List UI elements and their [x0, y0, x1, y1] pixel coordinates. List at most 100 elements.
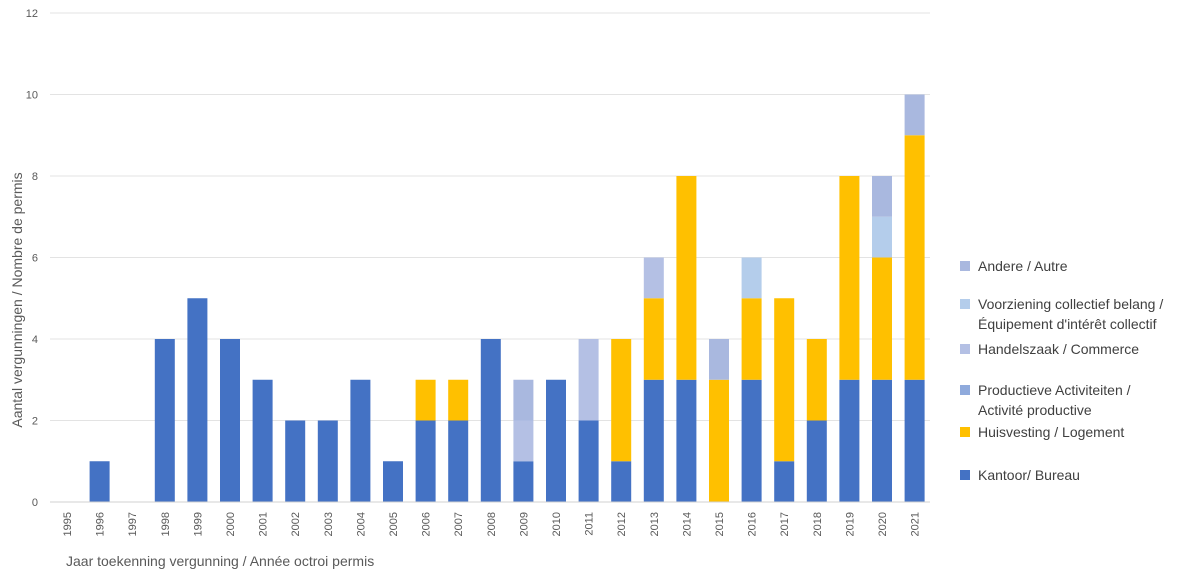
- legend-item-andere: Andere / Autre: [960, 256, 1068, 276]
- legend-label: Huisvesting / Logement: [978, 424, 1125, 440]
- bar-segment: [806, 339, 827, 421]
- bars: [89, 94, 925, 502]
- x-tick-label: 2010: [551, 512, 563, 536]
- bar-segment: [611, 461, 632, 502]
- bar-segment: [872, 216, 892, 258]
- x-tick-label: 2016: [747, 512, 759, 536]
- bar-segment: [415, 379, 436, 421]
- legend-item-productieve: Productieve Activiteiten / Activité prod…: [960, 380, 1131, 420]
- x-tick-label: 2017: [779, 512, 791, 536]
- y-axis-ticks: 0 2 4 6 8 10 12: [26, 8, 38, 509]
- legend-item-kantoor: Kantoor/ Bureau: [960, 465, 1080, 485]
- bar-segment: [839, 176, 860, 380]
- y-tick-label: 6: [32, 253, 38, 265]
- y-tick-label: 12: [26, 8, 38, 20]
- y-tick-label: 2: [32, 416, 38, 428]
- bar-segment: [872, 176, 892, 217]
- legend-swatch: [960, 299, 970, 309]
- bar-segment: [220, 339, 240, 502]
- y-tick-label: 4: [32, 334, 38, 346]
- x-tick-label: 1997: [127, 512, 139, 536]
- bar-segment: [415, 420, 436, 502]
- bar-segment: [904, 94, 925, 136]
- x-tick-label: 2005: [388, 512, 400, 536]
- y-tick-label: 10: [26, 90, 38, 102]
- legend-swatch: [960, 427, 970, 437]
- bar-segment: [709, 339, 729, 380]
- legend-swatch: [960, 470, 970, 480]
- x-tick-label: 2019: [844, 512, 856, 536]
- legend-item-handelszaak: Handelszaak / Commerce: [960, 339, 1139, 359]
- bar-segment: [513, 461, 534, 502]
- x-tick-label: 2001: [258, 512, 270, 536]
- x-tick-label: 2008: [486, 512, 498, 536]
- x-tick-label: 1999: [192, 512, 204, 536]
- bar-segment: [741, 298, 762, 380]
- bar-segment: [904, 135, 925, 380]
- bar-segment: [611, 339, 632, 462]
- bar-segment: [383, 461, 403, 502]
- x-tick-label: 2011: [584, 512, 596, 536]
- legend-label: Productieve Activiteiten / Activité prod…: [978, 382, 1131, 418]
- bar-segment: [480, 339, 501, 502]
- bar-segment: [676, 176, 697, 380]
- bar-segment: [285, 420, 306, 502]
- x-tick-label: 2000: [225, 512, 237, 536]
- x-tick-label: 1998: [160, 512, 172, 536]
- bar-segment: [774, 461, 795, 502]
- bar-segment: [904, 379, 925, 502]
- bar-segment: [578, 339, 599, 421]
- legend-swatch: [960, 261, 970, 271]
- x-tick-label: 2014: [681, 512, 693, 536]
- legend-swatch: [960, 385, 970, 395]
- bar-segment: [187, 298, 208, 502]
- x-tick-label: 1996: [95, 512, 107, 536]
- x-tick-label: 2021: [910, 512, 922, 536]
- x-tick-label: 2002: [290, 512, 302, 536]
- bar-segment: [89, 461, 110, 502]
- bar-segment: [546, 379, 566, 502]
- bar-segment: [872, 257, 892, 380]
- x-tick-label: 2018: [812, 512, 824, 536]
- bar-segment: [806, 420, 827, 502]
- y-tick-label: 8: [32, 171, 38, 183]
- bar-segment: [709, 379, 729, 502]
- bar-segment: [741, 257, 762, 299]
- x-tick-label: 1995: [62, 512, 74, 536]
- bar-segment: [643, 379, 664, 502]
- bar-segment: [839, 379, 860, 502]
- y-tick-label: 0: [32, 497, 38, 509]
- legend-swatch: [960, 344, 970, 354]
- bar-segment: [643, 257, 664, 299]
- bar-segment: [448, 420, 469, 502]
- bar-segment: [676, 379, 697, 502]
- bar-segment: [513, 420, 534, 462]
- legend-label: Kantoor/ Bureau: [978, 467, 1080, 483]
- legend-label: Handelszaak / Commerce: [978, 341, 1140, 357]
- legend-item-voorziening: Voorziening collectief belang / Équipeme…: [960, 294, 1163, 334]
- x-axis-ticks: 1995 1996 1997 1998 1999 2000 2001 2002 2003 2004…: [62, 512, 922, 536]
- x-axis-title: Jaar toekenning vergunning / Année octro…: [66, 553, 374, 569]
- bar-segment: [741, 379, 762, 502]
- x-tick-label: 2020: [877, 512, 889, 536]
- bar-segment: [578, 420, 599, 502]
- bar-segment: [317, 420, 338, 502]
- bar-segment: [643, 298, 664, 380]
- legend-label: Voorziening collectief belang / Équipeme…: [978, 296, 1164, 332]
- x-tick-label: 2015: [714, 512, 726, 536]
- x-tick-label: 2006: [421, 512, 433, 536]
- legend-item-huisvesting: Huisvesting / Logement: [960, 422, 1124, 442]
- legend-label: Andere / Autre: [978, 258, 1068, 274]
- bar-segment: [872, 379, 892, 502]
- bar-segment: [448, 379, 469, 421]
- bar-segment: [154, 339, 175, 502]
- x-tick-label: 2007: [453, 512, 465, 536]
- bar-segment: [513, 379, 534, 421]
- x-tick-label: 2003: [323, 512, 335, 536]
- x-tick-label: 2004: [355, 512, 367, 536]
- bar-segment: [350, 379, 371, 502]
- bar-segment: [774, 298, 795, 462]
- x-tick-label: 2013: [649, 512, 661, 536]
- bar-segment: [252, 379, 273, 502]
